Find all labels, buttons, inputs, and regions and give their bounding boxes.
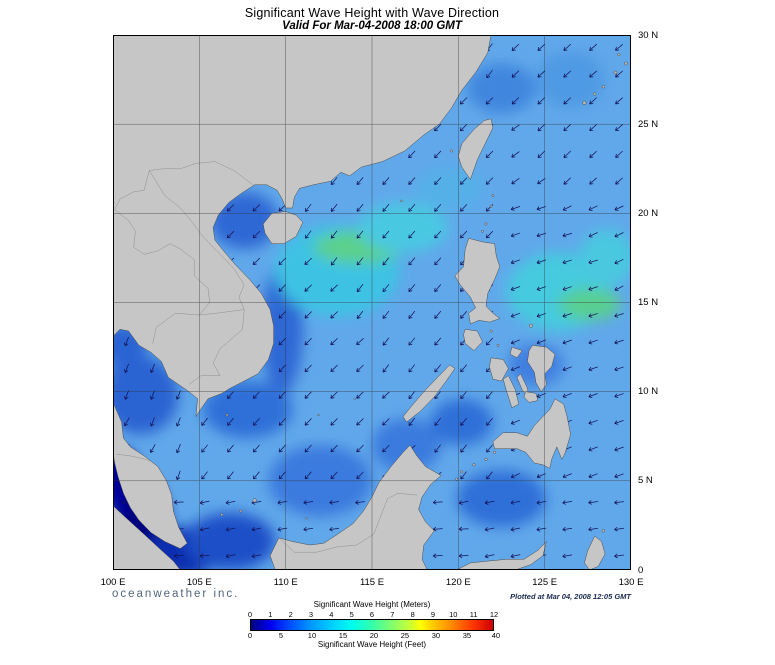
legend-feet-label: Significant Wave Height (Feet) [317, 640, 427, 649]
meters-tick: 0 [247, 610, 253, 619]
feet-tick: 30 [431, 631, 441, 640]
map-frame-border [113, 35, 631, 570]
meters-tick: 9 [430, 610, 436, 619]
legend-meters-label: Significant Wave Height (Meters) [313, 600, 431, 609]
lon-label: 110 E [273, 577, 298, 588]
colorbar-gradient [250, 619, 494, 631]
feet-tick: 20 [369, 631, 379, 640]
lat-label: 20 N [638, 207, 659, 219]
lon-label: 115 E [359, 577, 385, 588]
lon-label: 125 E [532, 577, 558, 588]
meters-ticks-row: 0 1 2 3 4 5 6 7 8 9 10 11 12 [247, 610, 498, 619]
feet-tick: 5 [278, 631, 284, 640]
lat-label: 25 N [638, 118, 659, 130]
meters-tick: 12 [489, 610, 499, 619]
page-title: Significant Wave Height with Wave Direct… [244, 6, 500, 20]
meters-tick: 10 [449, 610, 458, 619]
meters-tick: 4 [329, 610, 334, 619]
feet-tick: 0 [247, 631, 253, 640]
meters-tick: 6 [369, 610, 375, 619]
map-canvas [113, 35, 631, 570]
graticule [113, 35, 631, 570]
lat-label: 0 [638, 564, 644, 576]
meters-tick: 11 [469, 610, 478, 619]
meters-tick: 1 [268, 610, 273, 619]
map-area [113, 35, 631, 570]
lat-label: 5 N [638, 475, 653, 487]
feet-tick: 40 [491, 631, 501, 640]
meters-tick: 7 [390, 610, 395, 619]
lon-label: 100 E [100, 577, 126, 588]
lon-label: 130 E [618, 577, 644, 588]
meters-tick: 8 [410, 610, 415, 619]
feet-tick: 25 [400, 631, 410, 640]
meters-tick: 5 [349, 610, 354, 619]
country-borders [114, 161, 417, 553]
valid-time-subtitle: Valid For Mar-04-2008 18:00 GMT [282, 20, 462, 32]
feet-tick: 15 [338, 631, 348, 640]
feet-ticks-row: 0 5 10 15 20 25 30 35 40 [247, 631, 500, 640]
lon-label: 105 E [186, 577, 212, 588]
wave-height-field [113, 51, 631, 570]
meters-tick: 2 [288, 610, 293, 619]
plotted-timestamp: Plotted at Mar 04, 2008 12:05 GMT [510, 592, 631, 601]
feet-tick: 35 [462, 631, 472, 640]
lat-label: 15 N [638, 297, 659, 308]
lon-label: 120 E [445, 577, 471, 588]
lat-label: 30 N [638, 29, 659, 41]
lat-label: 10 N [638, 386, 659, 398]
oceanweather-logo-text: oceanweather inc. [112, 588, 240, 600]
feet-tick: 10 [307, 631, 317, 640]
meters-tick: 3 [308, 610, 314, 619]
land-masses [113, 35, 628, 570]
